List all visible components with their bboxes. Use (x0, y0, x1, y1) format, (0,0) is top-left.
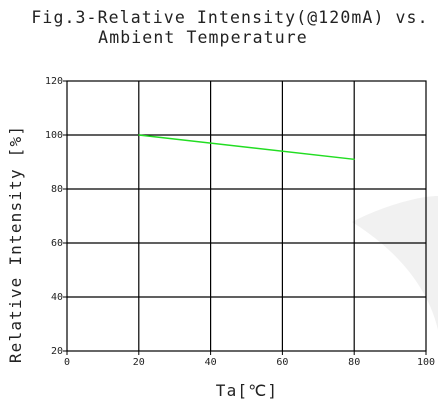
chart-title-line-2: Ambient Temperature (98, 28, 308, 47)
y-tick-label-100: 100 (45, 130, 63, 141)
y-tick-label-120: 120 (45, 76, 63, 87)
data-point-0-1 (353, 158, 355, 160)
y-tick-label-60: 60 (51, 238, 63, 249)
plot-frame (66, 80, 427, 352)
x-tick-label-60: 60 (276, 357, 288, 368)
x-tick-label-100: 100 (417, 357, 435, 368)
watermark-swoosh (352, 196, 438, 330)
y-tick-label-20: 20 (51, 346, 63, 357)
x-axis-label: Ta[℃] (216, 381, 279, 400)
x-tick-label-20: 20 (133, 357, 145, 368)
y-tick-label-40: 40 (51, 292, 63, 303)
y-tick-label-80: 80 (51, 184, 63, 195)
series-line-0 (138, 134, 355, 160)
x-tick-label-80: 80 (348, 357, 360, 368)
x-tick-label-40: 40 (205, 357, 217, 368)
chart-title-line-1: Fig.3-Relative Intensity(@120mA) vs. (31, 8, 428, 27)
y-axis-label: Relative Intensity [%] (6, 125, 25, 363)
x-tick-label-0: 0 (64, 357, 70, 368)
data-point-0-0 (138, 134, 140, 136)
